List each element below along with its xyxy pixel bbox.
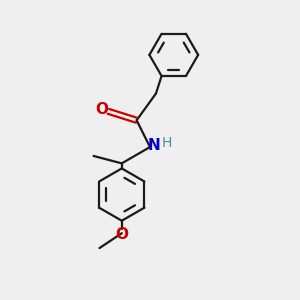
Text: O: O: [115, 226, 128, 242]
Text: O: O: [95, 102, 108, 117]
Text: N: N: [148, 138, 160, 153]
Text: H: H: [162, 136, 172, 150]
